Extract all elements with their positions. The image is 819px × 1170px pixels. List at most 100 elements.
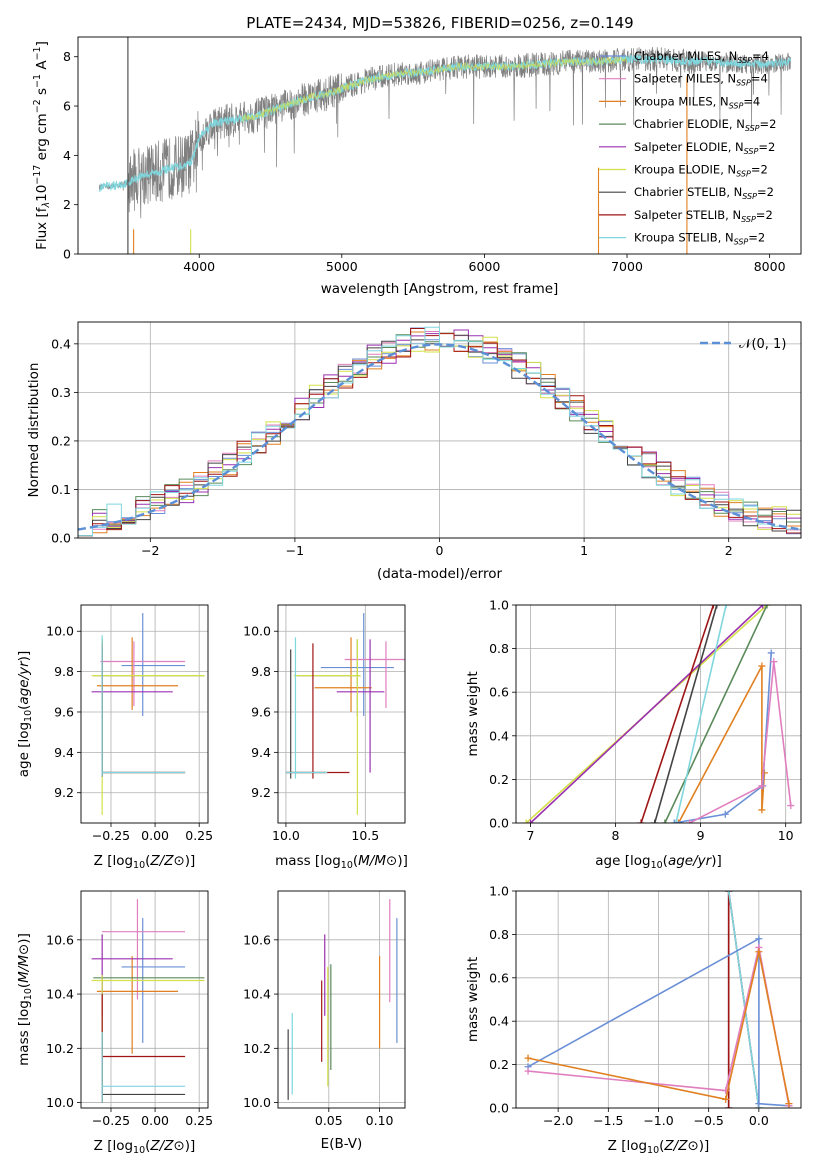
y-tick-label: 0.2 [489, 1057, 509, 1072]
y-axis-label: mass [log10(M/M⊙)] [16, 933, 34, 1066]
series-marker [661, 819, 669, 823]
axes-frame [77, 36, 802, 255]
chart-weight-vs-Z: −2.0 −1.5 −1.0 −0.5 0.0 0.0 0.2 0.4 0.6 0.8 1.0 Z [… [465, 884, 802, 1156]
chart-mass-vs-ebv: 0.05 0.10 10.0 10.2 10.4 10.6 E(B-V) [243, 890, 406, 1152]
axes-frame [77, 321, 802, 539]
y-tick-label: 10.2 [46, 1041, 74, 1056]
chart-weight-vs-age: 7 8 9 10 0.0 0.2 0.4 0.6 0.8 1.0 age [log10(age/yr… [465, 598, 802, 871]
series-line [675, 605, 727, 823]
x-tick-label: 8 [612, 828, 620, 843]
errorbar-kroupa-stelib [101, 1032, 186, 1103]
axes: 0.05 0.10 10.0 10.2 10.4 10.6 E(B-V) [243, 890, 406, 1152]
x-axis-label: wavelength [Angstrom, rest frame] [321, 281, 559, 297]
axes: −2 −1 0 1 2 0.0 0.1 0.2 0.3 0.4 𝒩(0, 1) (data-model… [26, 321, 802, 582]
series-chabrier-elodie [661, 605, 771, 823]
y-tick-label: 10.4 [243, 987, 271, 1002]
y-tick-label: 0.6 [489, 970, 509, 985]
y-tick-label: 9.2 [251, 785, 271, 800]
x-tick-label: 2 [725, 543, 733, 558]
y-tick-label: 0.4 [51, 336, 71, 351]
x-tick-label: 6000 [469, 259, 501, 274]
y-tick-label: 0.8 [489, 641, 509, 656]
series-marker [763, 605, 771, 609]
series-line [727, 891, 760, 1108]
series-line [640, 605, 715, 823]
axes: 7 8 9 10 0.0 0.2 0.4 0.6 0.8 1.0 age [log10(age/yr… [465, 598, 802, 871]
series-marker [759, 605, 767, 609]
y-tick-label: 9.8 [251, 664, 271, 679]
x-tick-label: 7000 [611, 259, 643, 274]
series-marker [672, 819, 680, 823]
series-chabrier-stelib [651, 605, 721, 823]
y-tick-label: 0.8 [489, 927, 509, 942]
x-tick-label: 1 [580, 543, 588, 558]
y-tick-label: 0.4 [489, 1014, 509, 1029]
x-tick-label: 0 [436, 543, 444, 558]
y-tick-label: 0.4 [489, 728, 509, 743]
series-marker [770, 658, 778, 666]
errorbar-kroupa-stelib [101, 635, 186, 777]
series-marker [670, 819, 678, 823]
series-line [527, 937, 790, 1107]
legend-entry: Chabrier STELIB, NSSP=2 [634, 185, 774, 201]
legend-entry: Salpeter MILES, NSSP=4 [634, 72, 768, 88]
y-tick-label: 1.0 [489, 598, 509, 613]
grid [278, 605, 405, 823]
x-tick-label: 7 [526, 828, 534, 843]
series-marker [755, 935, 763, 943]
y-tick-label: 0.0 [51, 531, 71, 546]
legend-entry: Chabrier MILES, NSSP=4 [634, 49, 769, 65]
series-salpeter-elodie [526, 605, 767, 823]
series-line [664, 605, 768, 823]
series-marker [785, 1100, 793, 1108]
x-tick-label: 0.10 [366, 1113, 394, 1128]
x-tick-label: 0.00 [141, 1113, 169, 1128]
series-marker [522, 819, 530, 823]
series-marker [758, 782, 766, 790]
figure-title: PLATE=2434, MJD=53826, FIBERID=0256, z=0… [246, 14, 633, 32]
legend-entry: Chabrier ELODIE, NSSP=2 [634, 117, 776, 133]
series-salpeter-miles [686, 658, 795, 823]
series-marker [721, 810, 729, 818]
y-tick-label: 0.0 [489, 1101, 509, 1116]
series-marker [709, 605, 717, 609]
grid [78, 322, 801, 539]
x-tick-label: 0.05 [315, 1113, 343, 1128]
series-kroupa-miles [674, 662, 768, 823]
legend: Chabrier MILES, NSSP=4 Salpeter MILES, NS… [599, 49, 776, 247]
x-tick-label: −0.25 [92, 1113, 130, 1128]
x-axis-label: E(B-V) [321, 1136, 363, 1152]
errorbar-salpeter-elodie [336, 639, 385, 773]
series-marker [725, 1104, 733, 1108]
series-marker [524, 1067, 532, 1075]
errorbar-kroupa-miles [96, 956, 179, 1054]
plot-area [78, 326, 801, 537]
x-tick-label: 10 [778, 828, 794, 843]
plot-area [524, 891, 793, 1108]
chart-mass-vs-Z: −0.25 0.00 0.25 10.0 10.2 10.4 10.6 Z [log10(Z/… [16, 890, 213, 1156]
x-axis-label: Z [log10(Z/Z⊙)] [94, 853, 196, 871]
axes-frame [515, 890, 802, 1109]
series-marker [722, 1095, 730, 1103]
grid [81, 891, 208, 1108]
errorbar-chabrier-stelib [285, 649, 326, 779]
x-tick-label: −0.5 [693, 1113, 723, 1128]
axes-frame [515, 604, 802, 824]
series-line [527, 951, 790, 1104]
x-tick-label: 5000 [326, 259, 358, 274]
grid [516, 604, 801, 824]
y-tick-label: 2 [63, 197, 71, 212]
errorbar-kroupa-elodie [293, 639, 361, 815]
axes-frame [277, 604, 406, 824]
series-marker [524, 1054, 532, 1062]
x-axis-label: (data-model)/error [377, 566, 503, 582]
y-tick-label: 10.0 [46, 1095, 74, 1110]
y-tick-label: 9.4 [54, 745, 74, 760]
axes: −0.25 0.00 0.25 9.2 9.4 9.6 9.8 10.0 Z [log10(Z/… [16, 604, 213, 871]
y-tick-label: 10.0 [243, 624, 271, 639]
series-marker [722, 605, 730, 609]
y-tick-label: 0.3 [51, 385, 71, 400]
x-axis-label: Z [log10(Z/Z⊙)] [608, 1138, 710, 1156]
series-line [529, 605, 764, 823]
